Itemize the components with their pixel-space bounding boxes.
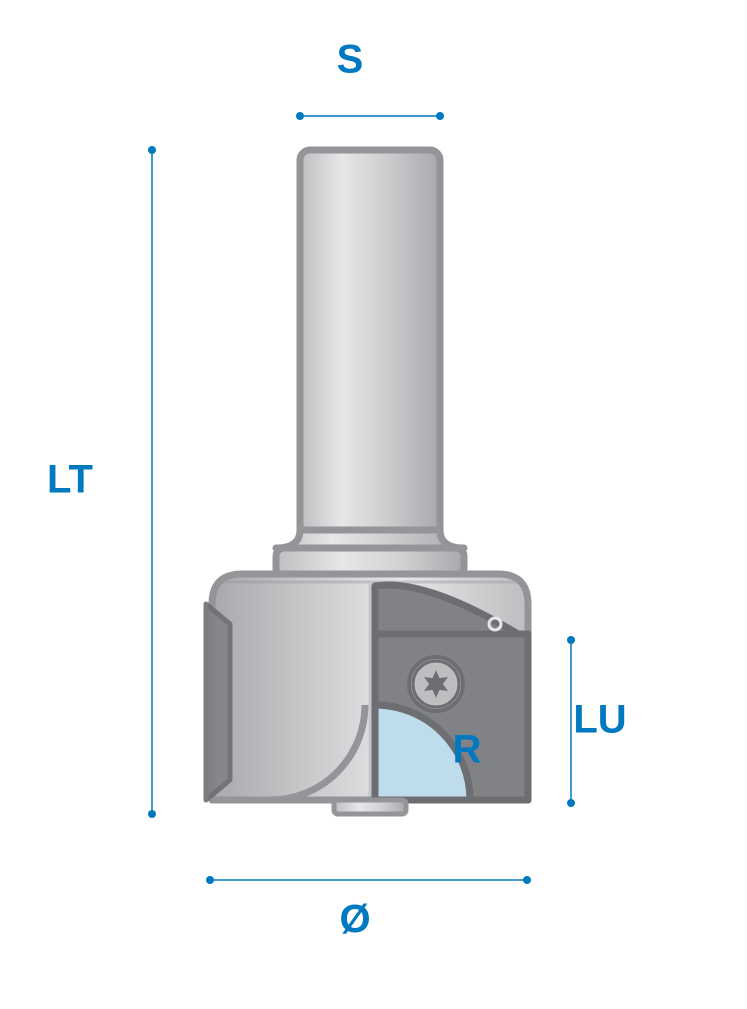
label-R: R (453, 728, 482, 773)
diagram-svg (0, 0, 747, 1009)
label-LU: LU (573, 698, 626, 743)
label-S: S (337, 38, 364, 83)
label-LT: LT (47, 458, 93, 503)
label-O: Ø (339, 898, 370, 943)
diagram-stage: S LT LU Ø R (0, 0, 747, 1009)
